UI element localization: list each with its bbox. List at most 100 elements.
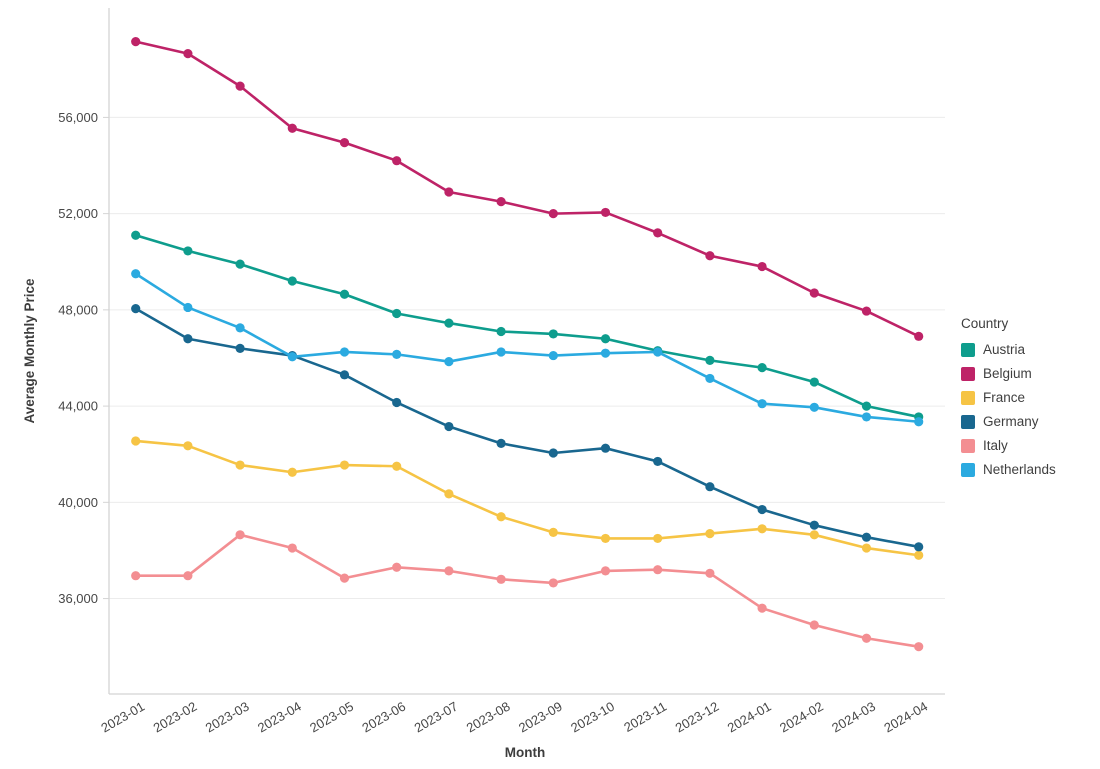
data-point-france-2023-01 — [131, 436, 141, 446]
data-point-belgium-2023-04 — [287, 123, 297, 133]
data-point-belgium-2023-03 — [235, 81, 245, 91]
data-point-italy-2023-09 — [548, 578, 558, 588]
legend-label: Germany — [983, 414, 1039, 429]
data-point-germany-2024-01 — [757, 504, 767, 515]
data-point-austria-2024-01 — [757, 363, 767, 373]
data-point-france-2024-03 — [861, 543, 872, 553]
data-point-germany-2024-03 — [861, 532, 872, 542]
data-point-germany-2023-02 — [183, 334, 193, 344]
data-point-germany-2023-08 — [496, 438, 506, 448]
data-point-austria-2024-02 — [809, 377, 819, 387]
data-point-france-2024-04 — [914, 550, 924, 560]
data-series — [131, 37, 924, 652]
x-tick-label: 2024-04 — [881, 699, 930, 736]
data-point-france-2023-04 — [287, 467, 297, 477]
x-tick-label: 2023-07 — [412, 699, 461, 736]
data-point-belgium-2024-01 — [757, 261, 767, 272]
data-point-germany-2023-06 — [392, 397, 402, 408]
y-tick-label: 36,000 — [58, 591, 98, 606]
data-point-italy-2023-12 — [705, 568, 715, 578]
x-tick-label: 2023-05 — [307, 699, 356, 736]
legend-items: Austria Belgium France Germany Italy Netherla… — [961, 342, 1056, 477]
legend-label: Austria — [983, 342, 1026, 357]
legend-item-austria: Austria — [961, 342, 1056, 357]
data-point-italy-2023-08 — [496, 574, 506, 584]
data-point-belgium-2023-06 — [392, 156, 402, 166]
x-tick-label: 2023-03 — [203, 699, 252, 736]
data-point-germany-2024-02 — [809, 520, 819, 530]
data-point-netherlands-2023-02 — [183, 302, 193, 313]
data-point-italy-2023-06 — [392, 562, 402, 572]
data-point-belgium-2023-07 — [444, 187, 454, 197]
data-point-belgium-2023-05 — [339, 138, 350, 148]
legend-item-belgium: Belgium — [961, 366, 1056, 381]
data-point-netherlands-2023-04 — [287, 352, 297, 362]
data-point-netherlands-2024-02 — [809, 402, 819, 412]
legend-title: Country — [961, 316, 1009, 331]
data-point-austria-2023-09 — [548, 329, 558, 339]
x-tick-label: 2024-03 — [829, 699, 878, 736]
data-point-belgium-2023-02 — [183, 49, 193, 59]
data-point-italy-2023-05 — [339, 573, 350, 583]
data-point-netherlands-2023-05 — [339, 347, 350, 357]
legend-item-netherlands: Netherlands — [961, 462, 1056, 477]
data-point-france-2023-06 — [392, 461, 402, 471]
data-point-germany-2023-11 — [653, 456, 663, 467]
data-point-netherlands-2023-12 — [705, 373, 715, 384]
axes — [103, 8, 945, 695]
data-point-france-2023-05 — [339, 460, 350, 470]
x-tick-label: 2023-01 — [98, 699, 147, 736]
data-point-belgium-2023-12 — [705, 251, 715, 261]
data-point-austria-2023-03 — [235, 259, 245, 269]
data-point-italy-2024-01 — [757, 603, 767, 613]
data-point-netherlands-2023-01 — [131, 269, 141, 279]
data-point-austria-2023-02 — [183, 246, 193, 256]
data-point-austria-2023-10 — [600, 334, 611, 344]
data-point-germany-2023-09 — [548, 448, 558, 458]
data-point-netherlands-2023-11 — [653, 347, 663, 357]
x-tick-label: 2023-10 — [568, 699, 617, 736]
series-germany — [131, 304, 924, 552]
data-point-belgium-2023-08 — [496, 197, 506, 207]
data-point-italy-2024-04 — [914, 642, 924, 652]
legend-swatch-france — [961, 390, 975, 405]
x-tick-label: 2023-09 — [516, 699, 565, 736]
data-point-netherlands-2023-06 — [392, 349, 402, 359]
data-point-austria-2023-07 — [444, 318, 454, 328]
data-point-austria-2023-08 — [496, 326, 506, 337]
data-point-germany-2023-01 — [131, 304, 141, 314]
data-point-netherlands-2023-09 — [548, 350, 558, 361]
data-point-belgium-2023-01 — [131, 37, 141, 47]
series-netherlands — [131, 269, 924, 427]
data-point-austria-2023-12 — [705, 355, 715, 365]
data-point-netherlands-2024-03 — [861, 412, 872, 422]
legend-label: Italy — [983, 438, 1008, 453]
x-tick-label: 2023-11 — [621, 699, 669, 735]
data-point-austria-2023-04 — [287, 276, 297, 286]
data-point-germany-2023-10 — [600, 443, 611, 453]
data-point-france-2023-03 — [235, 460, 245, 470]
legend-swatch-italy — [961, 438, 975, 453]
data-point-france-2023-09 — [548, 527, 558, 538]
data-point-italy-2023-07 — [444, 566, 454, 576]
data-point-france-2023-12 — [705, 529, 715, 539]
legend-swatch-netherlands — [961, 462, 975, 477]
legend-item-germany: Germany — [961, 414, 1056, 429]
data-point-netherlands-2023-07 — [444, 356, 454, 367]
y-tick-label: 48,000 — [58, 302, 98, 317]
x-tick-label: 2023-06 — [359, 699, 408, 736]
gridlines — [109, 116, 945, 600]
data-point-belgium-2023-10 — [600, 207, 611, 218]
data-point-france-2023-02 — [183, 441, 193, 451]
y-tick-label: 40,000 — [58, 495, 98, 510]
x-axis-title: Month — [505, 745, 545, 760]
data-point-netherlands-2023-03 — [235, 323, 245, 333]
data-point-italy-2023-01 — [131, 571, 141, 581]
data-point-france-2023-11 — [653, 533, 663, 544]
data-point-netherlands-2024-04 — [914, 417, 924, 427]
data-point-austria-2023-06 — [392, 308, 402, 319]
data-point-italy-2023-02 — [183, 571, 193, 581]
data-point-italy-2023-11 — [653, 565, 663, 575]
data-point-france-2023-08 — [496, 512, 506, 522]
data-point-germany-2023-05 — [339, 370, 350, 380]
